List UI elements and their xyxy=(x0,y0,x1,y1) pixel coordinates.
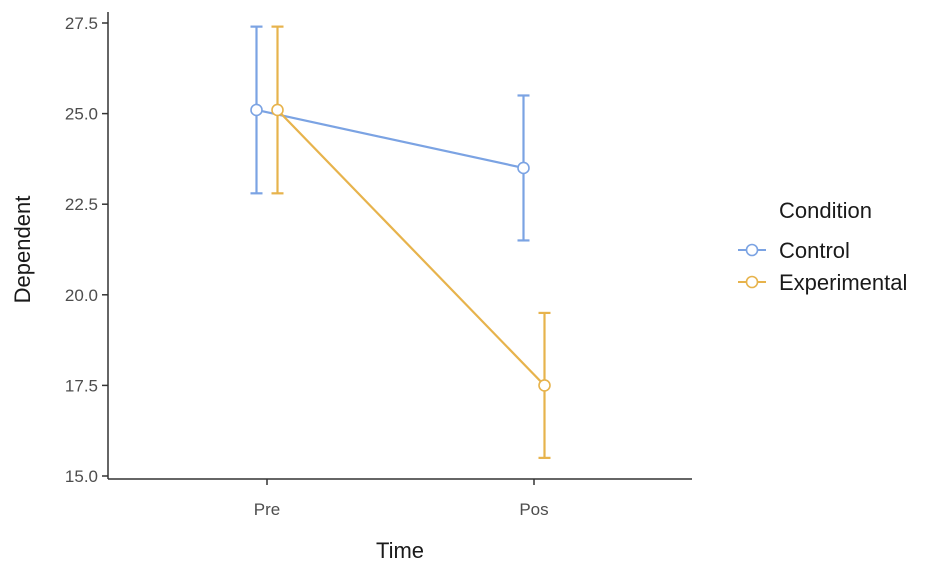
data-point xyxy=(538,379,551,392)
axes xyxy=(107,12,692,480)
series-layer xyxy=(250,25,551,459)
y-tick-label: 20.0 xyxy=(65,286,98,305)
legend-label: Experimental xyxy=(779,270,907,295)
legend-item-control: Control xyxy=(738,238,850,263)
series-line xyxy=(276,109,546,387)
legend: Condition Control Experimental xyxy=(738,198,907,295)
y-tick-label: 25.0 xyxy=(65,105,98,124)
data-point xyxy=(250,103,263,117)
x-ticks: Pre Pos xyxy=(254,479,549,519)
series-control xyxy=(250,25,530,242)
legend-item-experimental: Experimental xyxy=(738,270,907,295)
x-axis-title: Time xyxy=(376,538,424,563)
y-tick-label: 17.5 xyxy=(65,376,98,395)
x-tick-label: Pos xyxy=(519,500,548,519)
legend-key-point xyxy=(745,275,759,289)
data-point xyxy=(271,103,284,117)
x-tick-label: Pre xyxy=(254,500,280,519)
legend-title: Condition xyxy=(779,198,872,223)
y-tick-label: 27.5 xyxy=(65,14,98,33)
y-tick-label: 15.0 xyxy=(65,467,98,486)
legend-key-point xyxy=(745,243,759,257)
y-ticks: 15.0 17.5 20.0 22.5 25.0 27.5 xyxy=(65,14,108,486)
data-point xyxy=(517,161,530,175)
legend-items: Control Experimental xyxy=(738,238,907,295)
series-line xyxy=(256,108,524,170)
y-tick-label: 22.5 xyxy=(65,195,98,214)
y-axis-title: Dependent xyxy=(10,196,35,304)
series-experimental xyxy=(271,25,551,459)
legend-label: Control xyxy=(779,238,850,263)
